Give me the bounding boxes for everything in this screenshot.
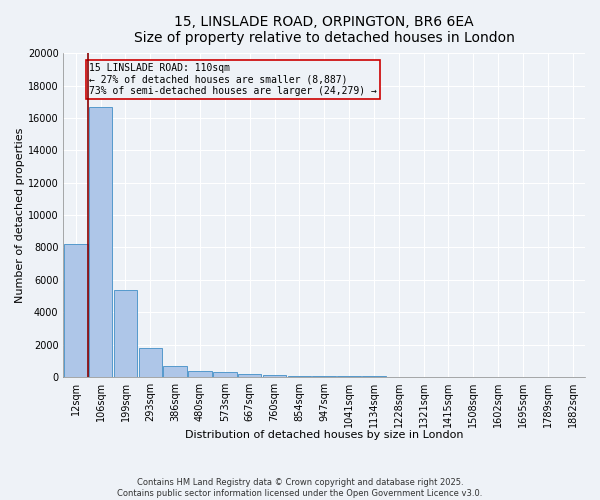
Bar: [188, 371, 212, 377]
Bar: [238, 374, 262, 377]
Bar: [287, 376, 311, 377]
Bar: [139, 348, 162, 377]
Title: 15, LINSLADE ROAD, ORPINGTON, BR6 6EA
Size of property relative to detached hous: 15, LINSLADE ROAD, ORPINGTON, BR6 6EA Si…: [134, 15, 515, 45]
Bar: [113, 290, 137, 377]
X-axis label: Distribution of detached houses by size in London: Distribution of detached houses by size …: [185, 430, 463, 440]
Bar: [313, 376, 336, 377]
Bar: [64, 244, 88, 377]
Text: 15 LINSLADE ROAD: 110sqm
← 27% of detached houses are smaller (8,887)
73% of sem: 15 LINSLADE ROAD: 110sqm ← 27% of detach…: [89, 63, 377, 96]
Bar: [163, 366, 187, 377]
Bar: [213, 372, 236, 377]
Y-axis label: Number of detached properties: Number of detached properties: [15, 128, 25, 303]
Bar: [337, 376, 361, 377]
Bar: [89, 106, 112, 377]
Bar: [263, 375, 286, 377]
Text: Contains HM Land Registry data © Crown copyright and database right 2025.
Contai: Contains HM Land Registry data © Crown c…: [118, 478, 482, 498]
